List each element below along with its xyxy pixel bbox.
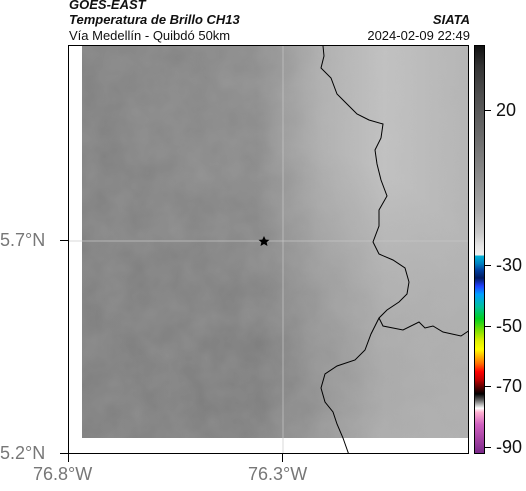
cb-tick--90 bbox=[485, 447, 491, 448]
timestamp: 2024-02-09 22:49 bbox=[367, 28, 470, 43]
colorbar-label--90: -90 bbox=[496, 437, 523, 457]
product-subtitle: Temperatura de Brillo CH13 bbox=[69, 12, 240, 27]
cb-tick--50 bbox=[485, 326, 491, 327]
product-title: GOES-EAST bbox=[69, 0, 146, 12]
lat-tick-5.7 bbox=[60, 240, 68, 241]
colorbar-label--30: -30 bbox=[496, 255, 523, 275]
lat-tick-5.2 bbox=[60, 453, 68, 454]
lon-tick-76.3 bbox=[282, 454, 283, 462]
star-icon[interactable] bbox=[258, 236, 270, 246]
colorbar-label-20: 20 bbox=[496, 100, 517, 120]
cb-tick--30 bbox=[485, 265, 491, 266]
department-border bbox=[320, 46, 468, 453]
cb-tick-20 bbox=[485, 110, 491, 111]
lat-label-5.7: 5.7°N bbox=[0, 230, 46, 250]
colorbar-label--50: -50 bbox=[496, 316, 523, 336]
route-label: Vía Medellín - Quibdó 50km bbox=[69, 28, 231, 43]
lon-label-76.3: 76.3°W bbox=[248, 464, 308, 484]
cb-tick--70 bbox=[485, 386, 491, 387]
colorbar-label--70: -70 bbox=[496, 376, 523, 396]
colorbar bbox=[474, 45, 485, 454]
lon-label-76.8: 76.8°W bbox=[33, 464, 93, 484]
imagery-layer bbox=[82, 46, 468, 438]
organization-label: SIATA bbox=[432, 12, 470, 27]
satellite-map[interactable] bbox=[68, 45, 469, 454]
lon-tick-76.8 bbox=[68, 454, 69, 462]
map-canvas bbox=[69, 46, 468, 453]
lat-label-5.2: 5.2°N bbox=[0, 443, 46, 463]
